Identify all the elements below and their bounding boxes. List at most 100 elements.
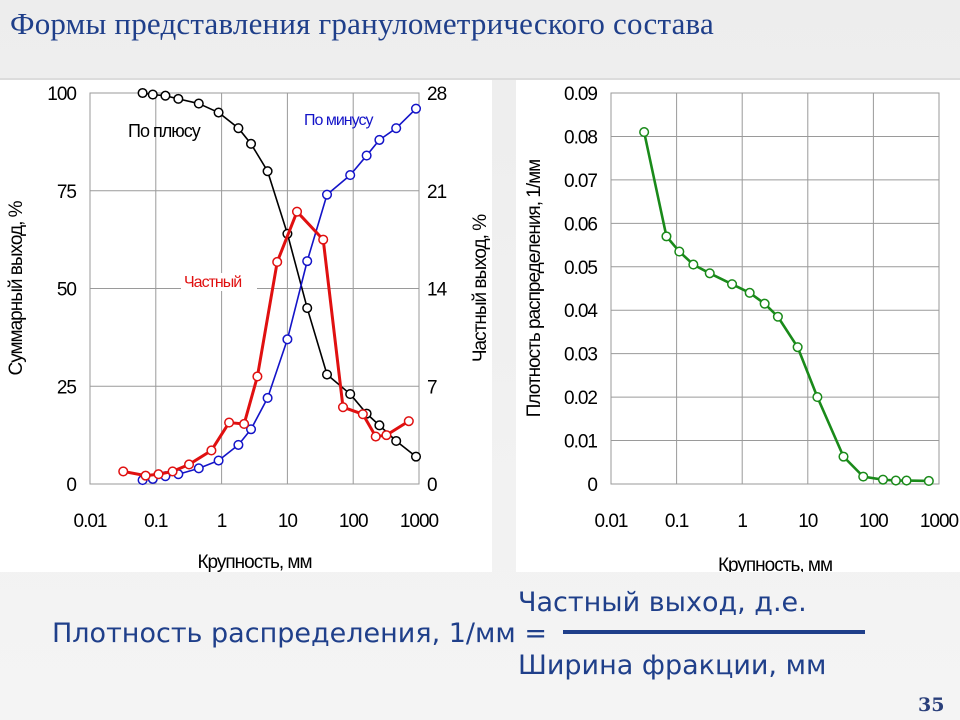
data-point — [357, 409, 368, 420]
y-axis-label: Плотность распределения, 1/мм — [524, 160, 545, 417]
data-point — [193, 98, 204, 109]
y-tick-label: 0.08 — [564, 127, 597, 148]
formula-denominator: Ширина фракции, мм — [518, 650, 827, 681]
data-point — [302, 256, 313, 267]
x-tick-label: 10 — [278, 511, 298, 532]
data-point — [403, 416, 414, 427]
data-point — [759, 298, 770, 309]
data-point — [193, 463, 204, 474]
data-point — [381, 430, 392, 441]
data-point — [147, 89, 158, 100]
data-point — [410, 103, 422, 114]
x-tick-label: 1 — [737, 511, 747, 532]
data-point — [923, 475, 934, 487]
x-tick-label: 1 — [217, 511, 227, 532]
data-point — [173, 93, 184, 104]
x-tick-label: 0.1 — [665, 511, 689, 532]
data-point — [391, 435, 402, 447]
series-line — [642, 131, 929, 483]
y-tick-label: 25 — [57, 377, 77, 398]
x-axis-label: Крупность, мм — [197, 552, 311, 572]
data-point — [233, 439, 244, 450]
plot-frame — [89, 92, 420, 485]
y2-tick-label: 14 — [427, 280, 448, 301]
y-tick-label: 75 — [57, 182, 77, 203]
y-tick-label: 0.07 — [564, 171, 597, 192]
x-tick-label: 0.01 — [74, 511, 107, 532]
data-point — [744, 287, 755, 298]
data-point — [877, 474, 889, 485]
data-point — [361, 150, 372, 161]
y-tick-label: 0.03 — [564, 345, 597, 366]
data-point — [183, 459, 195, 470]
x-axis-label: Крупность, мм — [718, 555, 832, 572]
data-point — [345, 170, 356, 181]
data-point — [282, 334, 293, 345]
x-tick-label: 0.1 — [144, 511, 168, 532]
x-tick-label: 100 — [339, 511, 368, 532]
data-point — [792, 342, 803, 353]
data-point — [321, 369, 333, 380]
y-tick-label: 100 — [47, 84, 76, 105]
data-point — [674, 246, 685, 257]
data-point — [318, 234, 329, 245]
data-point — [252, 371, 263, 382]
data-point — [726, 279, 738, 290]
title-divider — [0, 78, 960, 80]
plot-frame — [610, 92, 940, 485]
data-point — [224, 417, 235, 428]
data-point — [262, 166, 273, 177]
page-number: 35 — [918, 694, 945, 716]
data-point — [291, 206, 303, 217]
data-point — [213, 107, 224, 118]
data-point — [370, 431, 381, 442]
data-point — [772, 311, 783, 322]
data-point — [302, 303, 313, 314]
data-point — [704, 268, 715, 279]
data-point — [812, 392, 823, 403]
data-point — [639, 127, 650, 138]
data-point — [272, 256, 283, 268]
data-point — [239, 418, 250, 430]
y2-tick-label: 21 — [427, 182, 447, 203]
data-point — [337, 402, 349, 413]
series-label: По плюсу — [128, 121, 201, 141]
data-point — [838, 451, 849, 462]
slide-title: Формы представления гранулометрического … — [10, 6, 714, 41]
data-point — [118, 466, 129, 477]
y2-tick-label: 7 — [427, 377, 437, 398]
data-point — [160, 90, 171, 101]
series-label: Частный — [184, 274, 241, 291]
series-label: По минусу — [304, 112, 373, 129]
data-point — [374, 134, 385, 145]
y2-axis-label: Частный выход, % — [470, 214, 491, 362]
data-point — [374, 420, 385, 431]
data-point — [167, 466, 178, 477]
x-tick-label: 10 — [798, 511, 818, 532]
y2-tick-label: 0 — [427, 475, 437, 496]
data-point — [345, 389, 356, 400]
fraction-bar — [563, 630, 865, 634]
cumulative-chart-panel: 0.01 0.1 1 10 100 1000 0 25 50 75 100 0 7 14 21 28 Круп… — [0, 80, 492, 572]
data-point — [688, 259, 699, 270]
y-tick-label: 0.05 — [564, 258, 597, 279]
data-point — [137, 87, 148, 99]
x-tick-label: 1000 — [920, 511, 959, 532]
formula-numerator: Частный выход, д.е. — [518, 587, 807, 618]
y-tick-label: 0.04 — [564, 301, 598, 322]
y-tick-label: 0.01 — [564, 432, 597, 453]
data-point — [140, 470, 151, 481]
density-chart: 0.01 0.1 1 10 100 1000 0 0.01 0.02 0.03 0.04 0.05 0.… — [524, 84, 960, 572]
data-point — [233, 123, 244, 134]
data-point — [901, 475, 912, 486]
density-chart-panel: 0.01 0.1 1 10 100 1000 0 0.01 0.02 0.03 0.04 0.05 0.… — [516, 80, 960, 572]
data-point — [206, 445, 217, 456]
data-point — [321, 189, 333, 200]
formula-left-side: Плотность распределения, 1/мм = — [52, 618, 547, 649]
y-axis-label: Суммарный выход, % — [6, 200, 27, 375]
data-point — [410, 451, 422, 462]
data-point — [890, 475, 901, 486]
data-point — [391, 123, 402, 134]
data-point — [153, 469, 164, 480]
